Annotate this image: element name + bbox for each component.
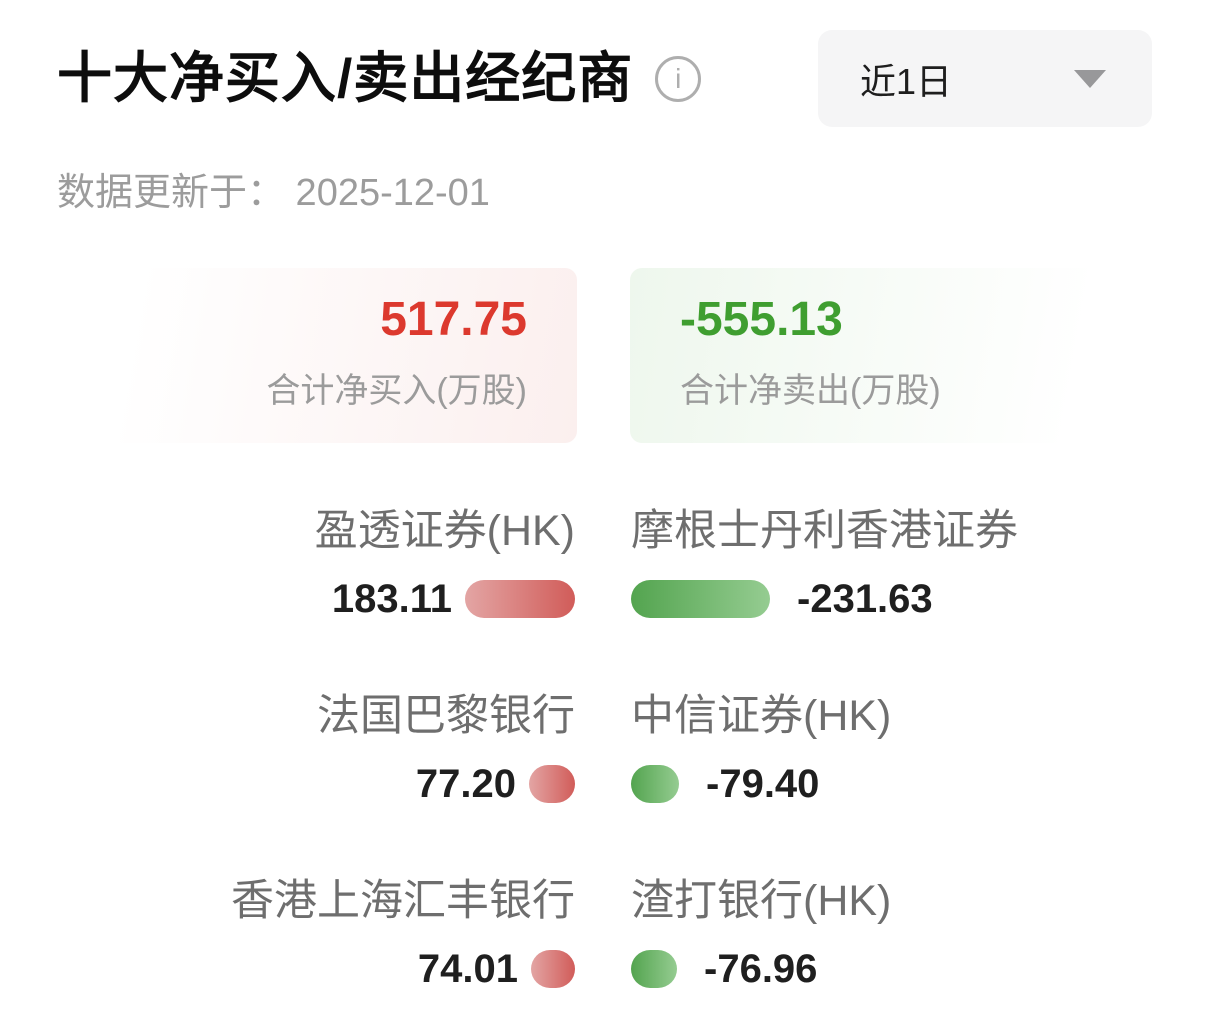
sell-side: 中信证券(HK) -79.40 — [631, 692, 892, 806]
sell-side: 渣打银行(HK) -76.96 — [631, 877, 892, 991]
sell-value-line: -76.96 — [631, 946, 818, 991]
period-dropdown-value: 近1日 — [860, 60, 953, 102]
sell-value: -231.63 — [797, 576, 933, 621]
buy-broker-name: 法国巴黎银行 — [317, 692, 575, 740]
sell-bar — [631, 580, 770, 618]
sell-broker-name: 摩根士丹利香港证券 — [631, 507, 1018, 555]
net-buy-total: 517.75 — [380, 293, 527, 346]
buy-value-line: 183.11 — [331, 576, 575, 621]
broker-row: 法国巴黎银行 77.20 中信证券(HK) -79.40 — [0, 692, 1206, 806]
summary-cards: 517.75 合计净买入(万股) -555.13 合计净卖出(万股) — [60, 268, 1206, 443]
net-sell-label: 合计净卖出(万股) — [680, 371, 941, 410]
sell-value: -79.40 — [706, 761, 820, 806]
sell-bar — [631, 765, 679, 803]
net-sell-total: -555.13 — [680, 293, 843, 346]
buy-broker-name: 香港上海汇丰银行 — [231, 877, 575, 925]
buy-value: 183.11 — [331, 576, 452, 621]
broker-row: 香港上海汇丰银行 74.01 渣打银行(HK) -76.96 — [0, 877, 1206, 991]
sell-side: 摩根士丹利香港证券 -231.63 — [631, 507, 1018, 621]
broker-row: 盈透证券(HK) 183.11 摩根士丹利香港证券 -231.63 — [0, 507, 1206, 621]
page-title: 十大净买入/卖出经纪商 — [57, 46, 634, 109]
buy-side: 法国巴黎银行 77.20 — [0, 692, 575, 806]
widget-header: 十大净买入/卖出经纪商 i 近1日 — [0, 0, 1206, 127]
info-icon[interactable]: i — [655, 55, 702, 102]
buy-bar — [465, 580, 575, 618]
buy-bar — [529, 765, 575, 803]
buy-side: 盈透证券(HK) 183.11 — [0, 507, 575, 621]
sell-value-line: -79.40 — [631, 761, 820, 806]
sell-broker-name: 中信证券(HK) — [631, 692, 892, 740]
data-updated-text: 数据更新于： 2025-12-01 — [57, 172, 490, 214]
net-buy-label: 合计净买入(万股) — [266, 371, 527, 410]
sell-value-line: -231.63 — [631, 576, 933, 621]
net-buy-summary-card: 517.75 合计净买入(万股) — [60, 268, 577, 443]
buy-value: 74.01 — [417, 946, 518, 991]
buy-bar — [531, 950, 575, 988]
buy-side: 香港上海汇丰银行 74.01 — [0, 877, 575, 991]
buy-value: 77.20 — [415, 761, 516, 806]
sell-bar — [631, 950, 677, 988]
buy-value-line: 77.20 — [415, 761, 575, 806]
buy-broker-name: 盈透证券(HK) — [314, 507, 575, 555]
period-dropdown[interactable]: 近1日 — [818, 30, 1152, 127]
sell-broker-name: 渣打银行(HK) — [631, 877, 892, 925]
net-sell-summary-card: -555.13 合计净卖出(万股) — [630, 268, 1117, 443]
caret-down-icon — [1074, 69, 1106, 88]
sell-value: -76.96 — [704, 946, 818, 991]
buy-value-line: 74.01 — [417, 946, 575, 991]
broker-bar-chart: 盈透证券(HK) 183.11 摩根士丹利香港证券 -231.63 法国巴黎银行… — [0, 507, 1206, 991]
